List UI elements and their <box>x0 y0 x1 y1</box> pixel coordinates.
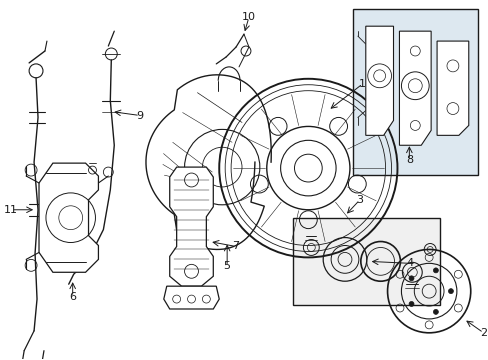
Text: 10: 10 <box>242 12 255 22</box>
Circle shape <box>432 309 437 314</box>
Text: 3: 3 <box>356 195 363 205</box>
Text: 6: 6 <box>69 292 76 302</box>
Text: 11: 11 <box>4 205 18 215</box>
Polygon shape <box>163 286 219 309</box>
Circle shape <box>408 276 413 281</box>
Text: 7: 7 <box>232 242 239 252</box>
Bar <box>293 218 439 305</box>
Circle shape <box>432 268 437 273</box>
Polygon shape <box>169 167 213 286</box>
Polygon shape <box>436 41 468 135</box>
Polygon shape <box>399 31 430 145</box>
Circle shape <box>408 301 413 306</box>
Polygon shape <box>352 9 477 175</box>
Text: 8: 8 <box>405 155 412 165</box>
Text: 1: 1 <box>359 79 366 89</box>
Text: 5: 5 <box>223 261 230 271</box>
Text: 2: 2 <box>479 328 486 338</box>
Text: 4: 4 <box>406 258 413 268</box>
Circle shape <box>447 289 452 294</box>
Text: 9: 9 <box>136 111 143 121</box>
Polygon shape <box>365 26 393 135</box>
Polygon shape <box>39 163 98 272</box>
